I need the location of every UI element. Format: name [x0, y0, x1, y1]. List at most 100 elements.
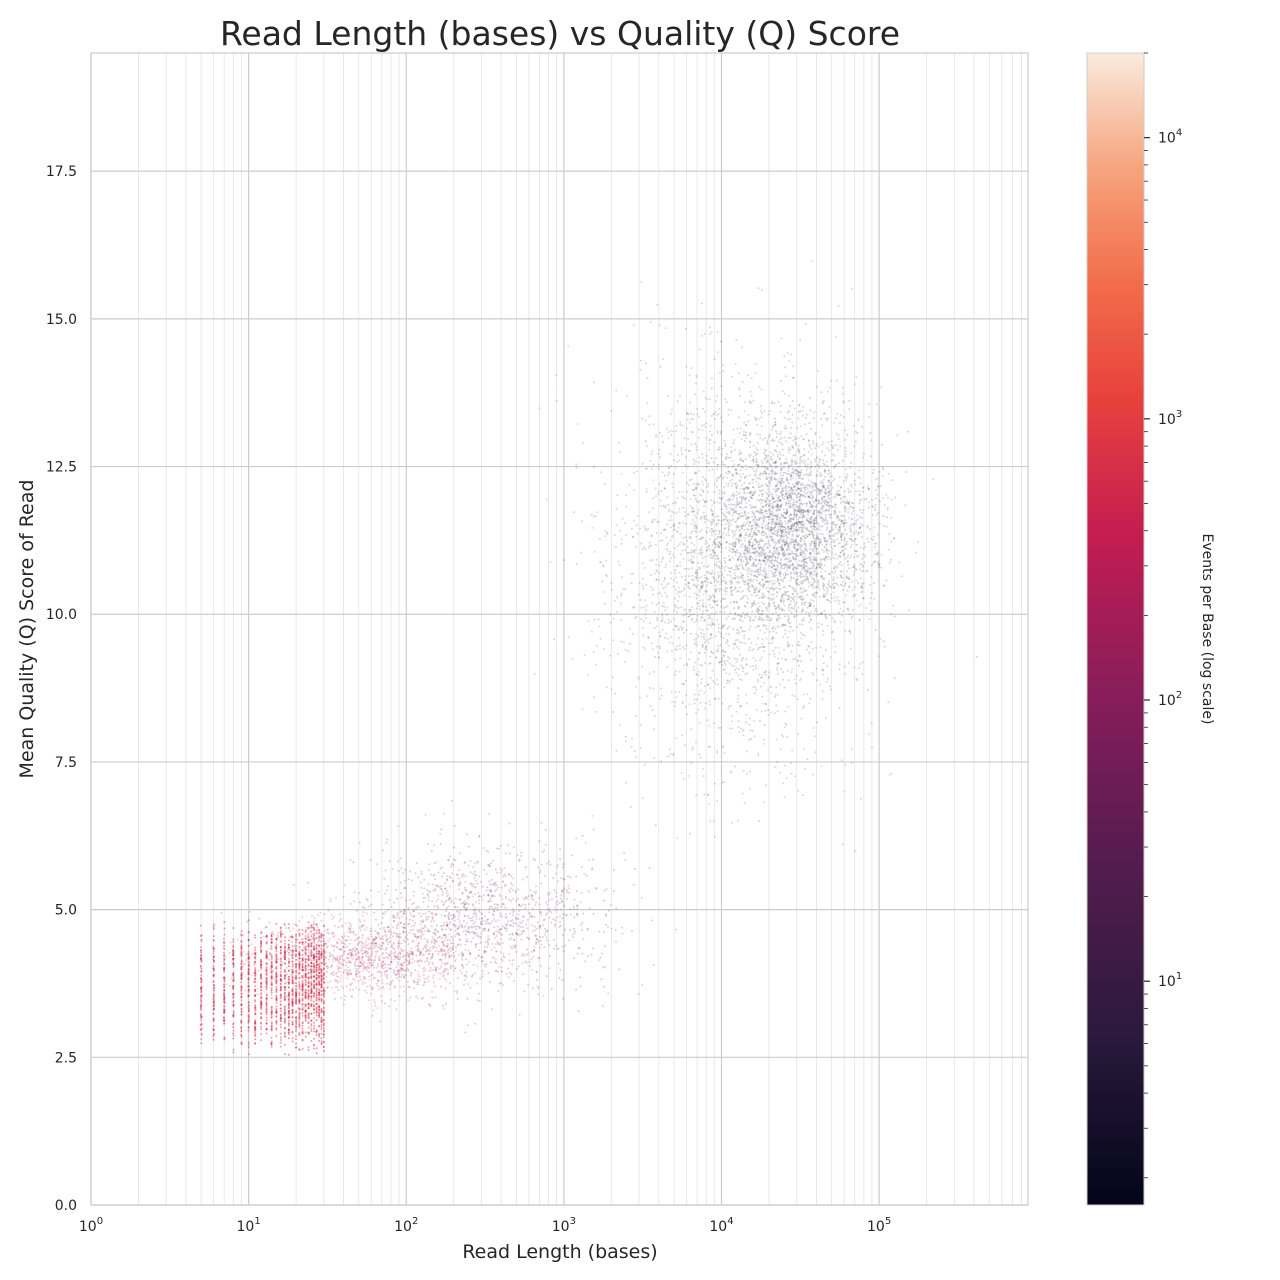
scatter-point: [720, 588, 722, 591]
scatter-point: [287, 1010, 290, 1012]
scatter-point: [247, 985, 250, 988]
scatter-point: [659, 539, 662, 542]
scatter-point: [307, 996, 310, 999]
scatter-point: [739, 614, 742, 617]
scatter-point: [308, 899, 311, 901]
scatter-point: [342, 896, 345, 898]
scatter-point: [307, 972, 310, 975]
scatter-point: [521, 903, 524, 906]
scatter-point: [301, 981, 304, 984]
scatter-point: [240, 939, 243, 942]
scatter-point: [327, 909, 330, 912]
scatter-point: [307, 994, 310, 997]
scatter-point: [315, 965, 318, 968]
scatter-point: [254, 1000, 257, 1003]
scatter-point: [279, 946, 282, 949]
scatter-point: [287, 1028, 290, 1031]
scatter-point: [290, 973, 293, 976]
scatter-point: [304, 988, 307, 991]
scatter-point: [488, 981, 491, 983]
scatter-point: [279, 933, 282, 936]
scatter-point: [212, 955, 215, 958]
scatter-point: [323, 929, 326, 932]
scatter-point: [247, 965, 250, 968]
scatter-point: [679, 423, 682, 426]
scatter-point: [482, 869, 485, 871]
scatter-point: [254, 1028, 257, 1031]
scatter-point: [711, 543, 714, 546]
scatter-point: [265, 985, 268, 988]
scatter-point: [279, 951, 282, 954]
scatter-point: [595, 887, 598, 890]
scatter-point: [291, 950, 294, 953]
scatter-point: [296, 938, 299, 941]
scatter-point: [504, 895, 507, 898]
scatter-point: [270, 1042, 273, 1045]
scatter-point: [307, 944, 310, 947]
scatter-point: [399, 936, 402, 939]
scatter-point: [454, 967, 457, 970]
scatter-point: [605, 914, 608, 917]
scatter-point: [307, 986, 310, 989]
scatter-point: [858, 490, 861, 493]
scatter-point: [773, 625, 776, 628]
scatter-point: [523, 990, 526, 993]
scatter-point: [212, 967, 215, 970]
scatter-point: [240, 1022, 243, 1024]
scatter-point: [308, 976, 311, 979]
scatter-point: [703, 661, 706, 664]
scatter-point: [507, 976, 510, 979]
scatter-point: [365, 955, 368, 958]
scatter-point: [448, 897, 451, 899]
scatter-point: [200, 986, 203, 989]
scatter-point: [466, 897, 469, 900]
scatter-point: [416, 981, 419, 984]
scatter-point: [212, 1002, 215, 1005]
scatter-point: [424, 929, 427, 932]
scatter-point: [640, 618, 643, 621]
scatter-point: [527, 952, 530, 955]
scatter-point: [307, 958, 310, 961]
scatter-point: [520, 851, 523, 854]
scatter-point: [365, 898, 368, 901]
scatter-point: [310, 992, 313, 995]
scatter-point: [291, 954, 294, 957]
scatter-point: [420, 886, 423, 889]
scatter-point: [372, 966, 375, 969]
scatter-point: [382, 942, 385, 945]
scatter-point: [635, 524, 638, 527]
scatter-point: [284, 962, 287, 965]
scatter-point: [566, 891, 569, 893]
scatter-point: [291, 1009, 294, 1011]
scatter-point: [284, 998, 286, 1001]
scatter-point: [382, 985, 385, 988]
scatter-point: [320, 993, 323, 996]
scatter-point: [301, 960, 304, 963]
scatter-point: [275, 1001, 278, 1004]
scatter-point: [444, 887, 447, 890]
scatter-point: [486, 946, 489, 948]
scatter-point: [530, 924, 533, 927]
scatter-point: [703, 651, 706, 654]
scatter-point: [442, 1004, 445, 1007]
scatter-point: [247, 964, 250, 967]
scatter-point: [247, 1001, 250, 1004]
scatter-point: [453, 990, 456, 993]
scatter-point: [260, 948, 262, 951]
scatter-point: [444, 978, 446, 980]
scatter-point: [415, 907, 418, 910]
scatter-point: [307, 976, 310, 979]
scatter-point: [240, 999, 243, 1002]
scatter-point: [275, 1011, 278, 1014]
scatter-point: [212, 956, 215, 958]
scatter-point: [886, 508, 889, 511]
scatter-point: [324, 963, 327, 966]
scatter-point: [329, 900, 332, 903]
scatter-point: [561, 900, 564, 903]
scatter-point: [270, 978, 273, 981]
scatter-point: [304, 991, 307, 994]
scatter-point: [200, 1014, 202, 1017]
scatter-point: [232, 1037, 235, 1040]
scatter-point: [510, 937, 513, 940]
scatter-point: [731, 551, 734, 554]
